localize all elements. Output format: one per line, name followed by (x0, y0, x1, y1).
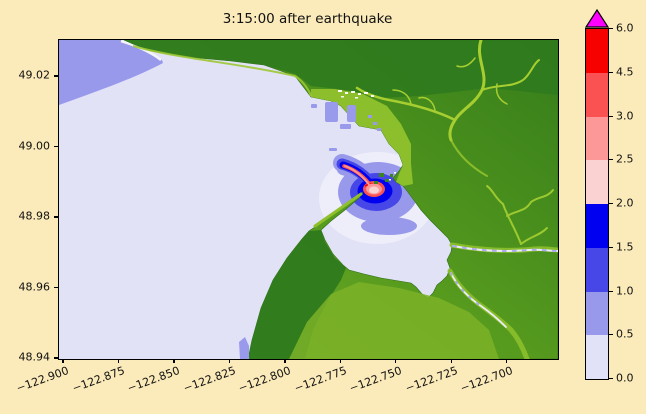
x-tick-mark (339, 359, 341, 363)
shore-hillside (311, 89, 413, 186)
offshore-wave-patch (59, 40, 163, 105)
colorbar-tick-label: 4.5 (616, 65, 634, 79)
colorbar-tick-label: 0.0 (616, 371, 634, 385)
x-tick-label: −122.825 (181, 364, 238, 395)
sand-spit (313, 192, 363, 228)
plot-title: 3:15:00 after earthquake (222, 11, 393, 27)
colorbar-tick-label: 2.0 (616, 196, 634, 210)
colorbar-segment (586, 160, 608, 204)
colorbar-tick-mark (609, 203, 613, 205)
x-tick-label: −122.875 (70, 364, 127, 395)
x-tick-mark (62, 359, 64, 363)
peninsula-dark (248, 230, 346, 359)
river-channels-ne (355, 40, 540, 177)
x-tick-mark (505, 359, 508, 363)
colorbar-tick-label: 6.0 (616, 21, 634, 35)
marina-jetty (374, 172, 396, 184)
colorbar-tick-mark (609, 378, 613, 380)
colorbar-segment (586, 204, 608, 248)
bottom-shore-flood (239, 337, 249, 359)
x-tick-mark (228, 359, 231, 363)
colorbar-tick-label: 1.0 (616, 284, 634, 297)
x-tick-label: −122.850 (125, 364, 182, 395)
colorbar-tick-mark (609, 71, 613, 73)
map-canvas (59, 40, 558, 359)
y-tick-mark (54, 75, 58, 77)
x-tick-label: −122.725 (403, 364, 459, 395)
y-tick-mark (54, 216, 58, 218)
colorbar-tick-mark (609, 290, 613, 292)
x-tick-label: −122.700 (458, 364, 515, 395)
colorbar-scale (585, 28, 609, 380)
y-tick-label: 48.94 (18, 350, 51, 364)
y-tick-mark (54, 286, 58, 289)
x-tick-label: −122.775 (292, 364, 349, 395)
y-tick-mark (54, 145, 58, 148)
colorbar-segment (586, 29, 608, 73)
colorbar-tick-mark (609, 115, 613, 117)
colorbar-tick-mark (609, 334, 613, 336)
shore-flood-patches (311, 102, 381, 151)
lowland-south (289, 282, 499, 359)
x-tick-mark (395, 359, 397, 363)
colorbar-segment (586, 335, 608, 379)
shore-fringe (132, 45, 312, 97)
x-tick-label: −122.900 (15, 364, 71, 395)
y-tick-label: 49.02 (18, 68, 51, 82)
land-north-dark (124, 40, 558, 98)
colorbar-segment (586, 247, 608, 292)
colorbar-tick-mark (609, 28, 613, 30)
colorbar-segment (586, 72, 608, 117)
colorbar-segment (586, 291, 608, 336)
y-tick-label: 48.98 (18, 209, 51, 223)
x-tick-mark (450, 359, 452, 363)
waterfront-dashes (338, 90, 374, 99)
colorbar-over-arrow (584, 9, 610, 28)
x-tick-label: −122.800 (236, 364, 293, 395)
colorbar-tick-mark (609, 246, 613, 248)
colorbar-tick-label: 0.5 (616, 327, 634, 341)
creek-water (450, 245, 558, 328)
creek-dendrites (486, 185, 554, 245)
colorbar-tick-label: 3.0 (616, 109, 634, 122)
y-tick-mark (54, 357, 58, 359)
y-tick-label: 49.00 (18, 139, 51, 153)
y-tick-label: 48.96 (18, 280, 51, 294)
x-tick-mark (117, 359, 120, 363)
colorbar-segment (586, 116, 608, 161)
colorbar-tick-label: 2.5 (616, 152, 634, 166)
map-plot-area (58, 39, 559, 360)
colorbar-tick-label: 1.5 (616, 240, 634, 254)
colorbar-tick-mark (609, 159, 613, 161)
x-tick-mark (173, 359, 175, 363)
x-tick-mark (284, 359, 286, 363)
x-tick-label: −122.750 (347, 364, 404, 395)
